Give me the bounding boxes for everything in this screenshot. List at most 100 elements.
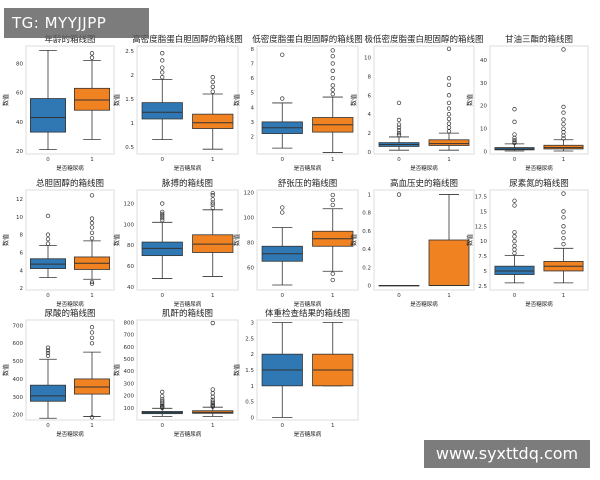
x-tick-label: 0 [397, 293, 401, 299]
chart-title: 高血压史的箱线图 [390, 178, 458, 189]
y-axis-label: 数值 [233, 234, 241, 246]
y-tick-label: 300 [124, 381, 135, 387]
outlier-point [561, 104, 566, 110]
x-tick-label: 1 [90, 157, 94, 163]
plot-frame [136, 45, 239, 155]
outlier-point [330, 87, 335, 92]
box-group0 [141, 102, 183, 120]
y-tick-label: 80 [16, 62, 23, 68]
y-tick-label: 5 [484, 269, 488, 275]
outlier-point [210, 197, 215, 202]
y-tick-label: 0.8 [362, 211, 371, 217]
y-tick-label: 10 [364, 55, 371, 61]
outlier-point [160, 209, 165, 215]
outlier-point [330, 192, 335, 198]
box-group1 [74, 87, 111, 111]
y-tick-label: 0.5 [245, 400, 254, 406]
outlier-point [210, 320, 215, 326]
box-group0 [29, 98, 67, 133]
y-tick-label: 4 [20, 268, 24, 274]
outlier-point [45, 353, 51, 358]
x-axis-label: 是否糖尿病 [174, 430, 202, 438]
y-tick-label: 500 [124, 357, 135, 363]
chart-title: 极低密度脂蛋白胆固醇的箱线图 [364, 34, 483, 45]
x-axis-label: 是否糖尿病 [56, 164, 84, 172]
outlier-point [446, 82, 452, 87]
outlier-point [89, 220, 95, 226]
y-axis-label: 数值 [113, 94, 121, 106]
y-tick-label: 1 [131, 121, 135, 127]
y-tick-label: 80 [247, 241, 254, 247]
y-tick-label: 100 [124, 222, 135, 228]
y-tick-label: 10 [480, 239, 487, 245]
y-tick-label: 8 [20, 233, 24, 239]
outlier-point [45, 232, 51, 237]
outlier-point [512, 203, 517, 208]
y-axis-label: 数值 [350, 234, 358, 246]
outlier-point [89, 236, 95, 241]
outlier-point [330, 197, 335, 203]
outlier-point [561, 215, 566, 220]
y-tick-label: 40 [16, 120, 23, 126]
y-axis-label: 数值 [233, 364, 241, 376]
x-tick-label: 1 [447, 293, 451, 299]
y-axis-label: 数值 [350, 94, 358, 106]
outlier-point [89, 51, 95, 56]
outlier-point [561, 224, 566, 229]
outlier-point [330, 92, 335, 97]
y-axis-label: 数值 [466, 94, 474, 106]
x-axis-label: 是否糖尿病 [294, 430, 322, 438]
outlier-point [512, 234, 517, 239]
outlier-point [512, 119, 517, 124]
outlier-point [512, 138, 517, 143]
y-tick-label: 800 [124, 320, 135, 326]
outlier-point [89, 415, 95, 420]
outlier-point [210, 202, 215, 207]
x-axis-label: 是否糖尿病 [525, 300, 553, 308]
y-tick-label: 120 [244, 191, 255, 197]
outlier-point [512, 198, 517, 203]
y-tick-label: 0.6 [362, 229, 371, 235]
outlier-point [160, 397, 165, 402]
x-tick-label: 1 [90, 293, 94, 299]
x-tick-label: 0 [281, 423, 285, 429]
outlier-point [160, 51, 165, 56]
outlier-point [446, 100, 452, 105]
x-axis-label: 是否糖尿病 [525, 164, 553, 172]
x-axis-label: 是否糖尿病 [56, 430, 84, 438]
y-tick-label: 1.5 [245, 368, 254, 374]
y-axis-label: 数值 [113, 364, 121, 376]
y-tick-label: 0.5 [125, 145, 134, 151]
outlier-point [512, 107, 517, 112]
outlier-point [210, 79, 215, 85]
y-tick-label: 2.5 [125, 49, 134, 55]
y-tick-label: 2 [131, 73, 135, 79]
x-tick-label: 1 [447, 157, 451, 163]
y-tick-label: 0.4 [362, 247, 371, 253]
y-tick-label: 500 [13, 359, 24, 365]
y-tick-label: 400 [13, 377, 24, 383]
y-tick-label: 6 [368, 93, 372, 99]
y-tick-label: 4 [251, 105, 255, 111]
outlier-point [210, 190, 215, 196]
chart-title: 总胆固醇的箱线图 [36, 178, 104, 189]
box-group0 [29, 384, 67, 402]
outlier-point [160, 211, 165, 217]
x-axis-label: 是否糖尿病 [56, 300, 84, 308]
plot-frame [256, 45, 359, 155]
outlier-point [210, 403, 215, 409]
plot-frame [25, 189, 115, 291]
outlier-point [89, 324, 95, 330]
outlier-point [280, 205, 285, 210]
y-tick-label: 600 [124, 345, 135, 351]
x-tick-label: 1 [331, 423, 335, 429]
outlier-point [45, 213, 51, 219]
outlier-point [89, 216, 95, 221]
y-tick-label: 0 [484, 150, 488, 156]
outlier-point [561, 47, 566, 52]
outlier-point [330, 61, 335, 66]
y-axis-label: 数值 [2, 234, 10, 246]
y-tick-label: 10 [480, 127, 487, 133]
box-group1 [192, 113, 234, 129]
